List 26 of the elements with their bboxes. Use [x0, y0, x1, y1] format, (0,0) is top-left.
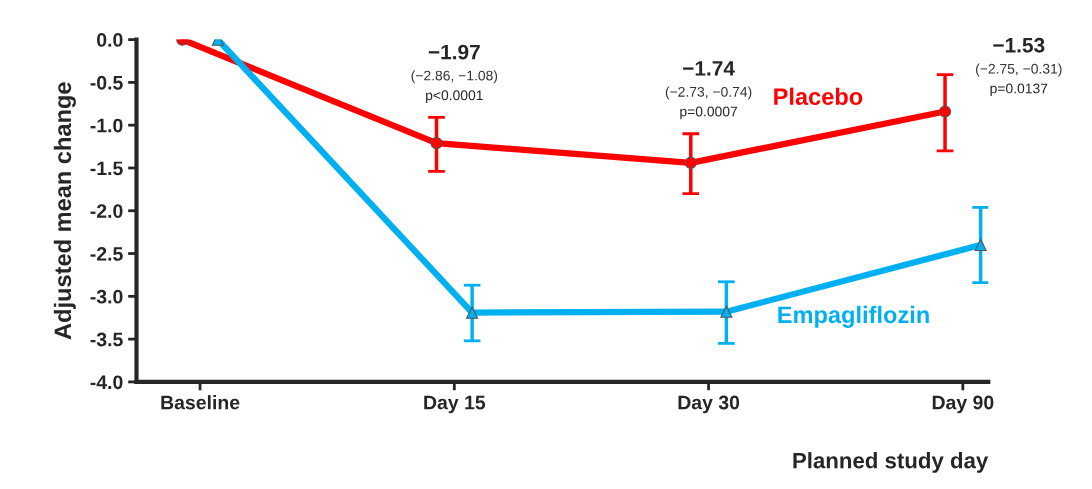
y-tick-label: 0.0 — [97, 33, 123, 47]
y-tick-label: -2.5 — [90, 247, 123, 261]
series-label: Placebo — [774, 87, 863, 105]
annotation: (−2.75, −0.31) — [976, 63, 1062, 77]
y-tick-label: -2.0 — [90, 204, 123, 218]
y-tick-label: -0.5 — [90, 75, 123, 90]
annotation: p=0.0007 — [680, 106, 738, 120]
y-tick-label: -3.0 — [90, 289, 123, 304]
y-tick-label: -3.5 — [90, 332, 123, 347]
text: p=0.0137 — [990, 83, 1048, 97]
annotation: (−2.73, −0.74) — [665, 86, 752, 100]
x-axis-title: Planned study day — [793, 452, 989, 473]
x-tick-label: Day 30 — [678, 395, 740, 414]
series-label: Empagliflozin — [778, 305, 929, 328]
x-tick-label: Day 15 — [424, 395, 486, 414]
x-tick-label: Day 90 — [932, 395, 994, 414]
y-tick-label: -1.5 — [90, 161, 123, 176]
annotation: −1.74 — [683, 61, 735, 76]
annotation: (−2.86, −1.08) — [411, 70, 498, 84]
y-tick-label: -4.0 — [90, 375, 123, 390]
annotation: p<0.0001 — [426, 90, 483, 103]
annotation: −1.97 — [428, 44, 480, 60]
x-tick-label: Baseline — [161, 395, 240, 410]
y-axis-title: Adjusted mean change — [53, 82, 76, 340]
text: −1.53 — [993, 37, 1045, 53]
y-tick-label: -1.0 — [90, 118, 123, 133]
